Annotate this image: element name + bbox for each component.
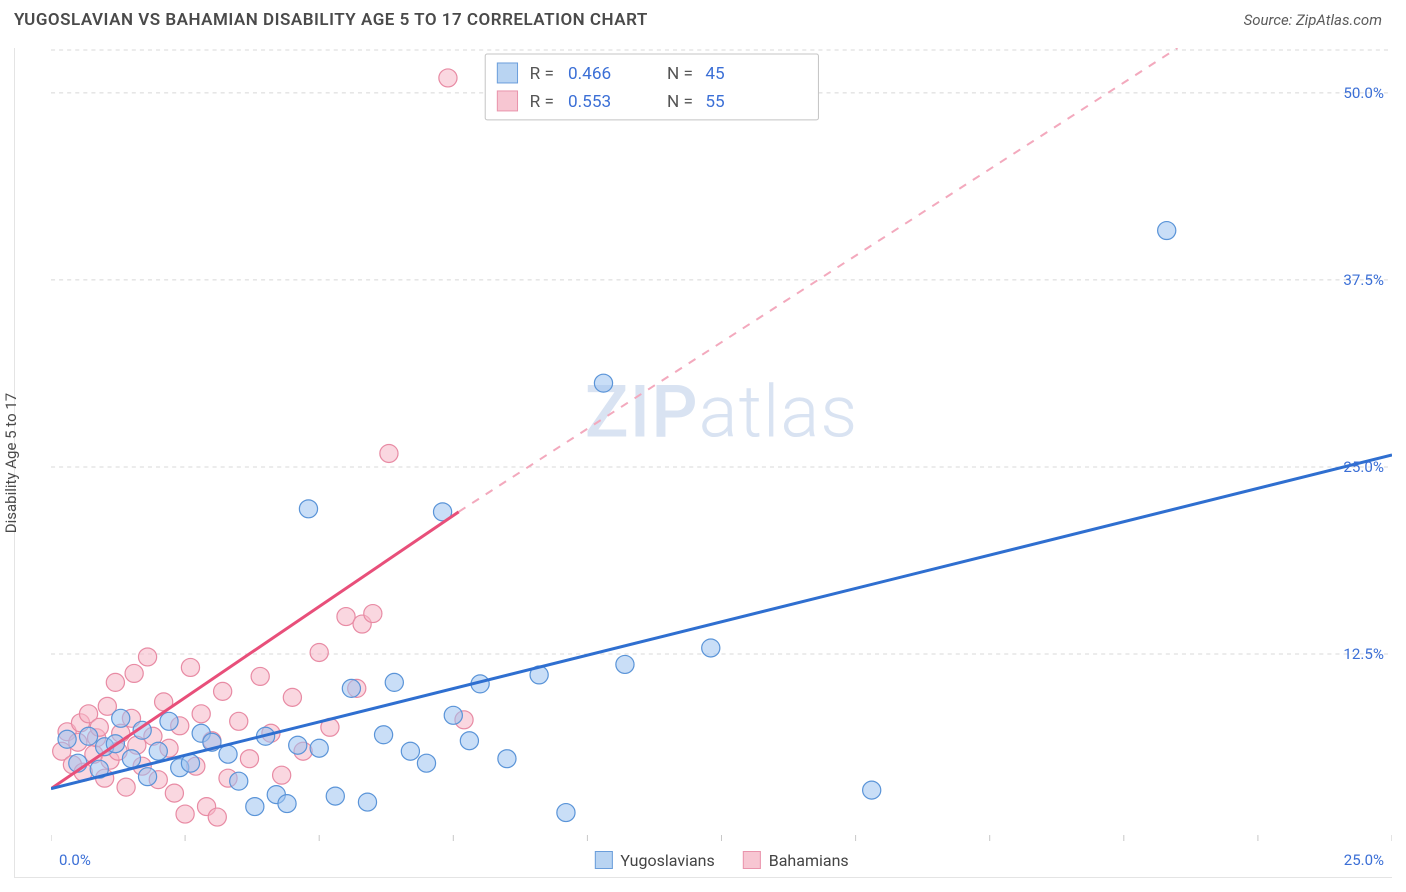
data-point-bahamians [117,778,135,796]
n-value-yugoslavians: 45 [705,64,724,84]
svg-text:25.0%: 25.0% [1343,458,1384,476]
data-point-bahamians [283,688,301,706]
data-point-yugoslavians [299,500,317,518]
data-point-yugoslavians [160,712,178,730]
swatch-yugoslavians-icon [594,851,612,869]
trendline-bahamians [51,512,459,789]
svg-text:37.5%: 37.5% [1343,271,1384,289]
svg-text:12.5%: 12.5% [1343,645,1384,663]
data-point-bahamians [310,643,328,661]
data-point-bahamians [125,664,143,682]
watermark: ZIPatlas [585,370,858,455]
data-point-bahamians [181,658,199,676]
data-point-bahamians [192,705,210,723]
data-point-yugoslavians [374,726,392,744]
data-point-yugoslavians [79,727,97,745]
svg-text:N =: N = [667,64,693,84]
data-point-yugoslavians [417,754,435,772]
legend-item-bahamians: Bahamians [743,851,849,870]
data-point-yugoslavians [498,750,516,768]
data-point-bahamians [364,605,382,623]
data-point-yugoslavians [385,673,403,691]
legend-item-yugoslavians: Yugoslavians [594,851,714,870]
bottom-axis-bar: 0.0% Yugoslavians Bahamians 25.0% [51,843,1392,877]
data-point-yugoslavians [358,793,376,811]
x-max-label: 25.0% [1344,851,1384,869]
r-value-bahamians: 0.553 [568,92,611,112]
n-value-bahamians: 55 [705,92,724,112]
data-point-yugoslavians [594,374,612,392]
data-point-bahamians [106,673,124,691]
data-point-bahamians [251,667,269,685]
x-origin-label: 0.0% [59,851,91,869]
swatch-bahamians-icon [743,851,761,869]
data-point-yugoslavians [138,768,156,786]
data-point-bahamians [214,682,232,700]
data-point-yugoslavians [230,772,248,790]
swatch-yugoslavians-icon [497,63,517,83]
data-point-bahamians [230,712,248,730]
chart-header: YUGOSLAVIAN VS BAHAMIAN DISABILITY AGE 5… [0,0,1406,38]
data-point-yugoslavians [557,804,575,822]
stats-box: R = 0.466 N = 45 R = 0.553 N = 55 [485,54,818,120]
data-point-bahamians [439,69,457,87]
data-point-bahamians [165,784,183,802]
r-value-yugoslavians: 0.466 [568,64,611,84]
swatch-bahamians-icon [497,91,517,111]
data-point-bahamians [337,608,355,626]
data-point-yugoslavians [58,730,76,748]
data-point-yugoslavians [401,742,419,760]
data-point-bahamians [208,808,226,826]
data-point-yugoslavians [863,781,881,799]
data-point-yugoslavians [219,745,237,763]
data-point-yugoslavians [444,706,462,724]
data-point-yugoslavians [289,736,307,754]
series-legend: Yugoslavians Bahamians [594,851,848,870]
data-point-bahamians [273,766,291,784]
data-point-yugoslavians [246,798,264,816]
data-point-bahamians [138,648,156,666]
data-point-yugoslavians [460,732,478,750]
data-point-yugoslavians [112,709,130,727]
svg-text:50.0%: 50.0% [1343,84,1384,102]
data-point-yugoslavians [342,679,360,697]
data-point-yugoslavians [310,739,328,757]
source-label: Source: ZipAtlas.com [1244,11,1382,29]
data-point-yugoslavians [1158,222,1176,240]
chart-area: Disability Age 5 to 17 ZIPatlas 12.5%25.… [14,48,1392,878]
chart-title: YUGOSLAVIAN VS BAHAMIAN DISABILITY AGE 5… [14,10,648,30]
data-point-yugoslavians [702,639,720,657]
data-point-yugoslavians [278,795,296,813]
svg-text:R =: R = [530,92,554,112]
data-point-yugoslavians [122,750,140,768]
svg-text:R =: R = [530,64,554,84]
data-point-bahamians [176,805,194,823]
data-point-yugoslavians [149,742,167,760]
data-point-bahamians [380,444,398,462]
scatter-plot: ZIPatlas 12.5% 25.0% 37.5% 50.0% R = 0.466 … [51,48,1392,841]
trendline-yugoslavians [51,455,1392,789]
y-axis-label: Disability Age 5 to 17 [2,392,20,532]
data-point-yugoslavians [326,787,344,805]
data-point-yugoslavians [616,655,634,673]
svg-text:N =: N = [667,92,693,112]
data-point-bahamians [240,750,258,768]
